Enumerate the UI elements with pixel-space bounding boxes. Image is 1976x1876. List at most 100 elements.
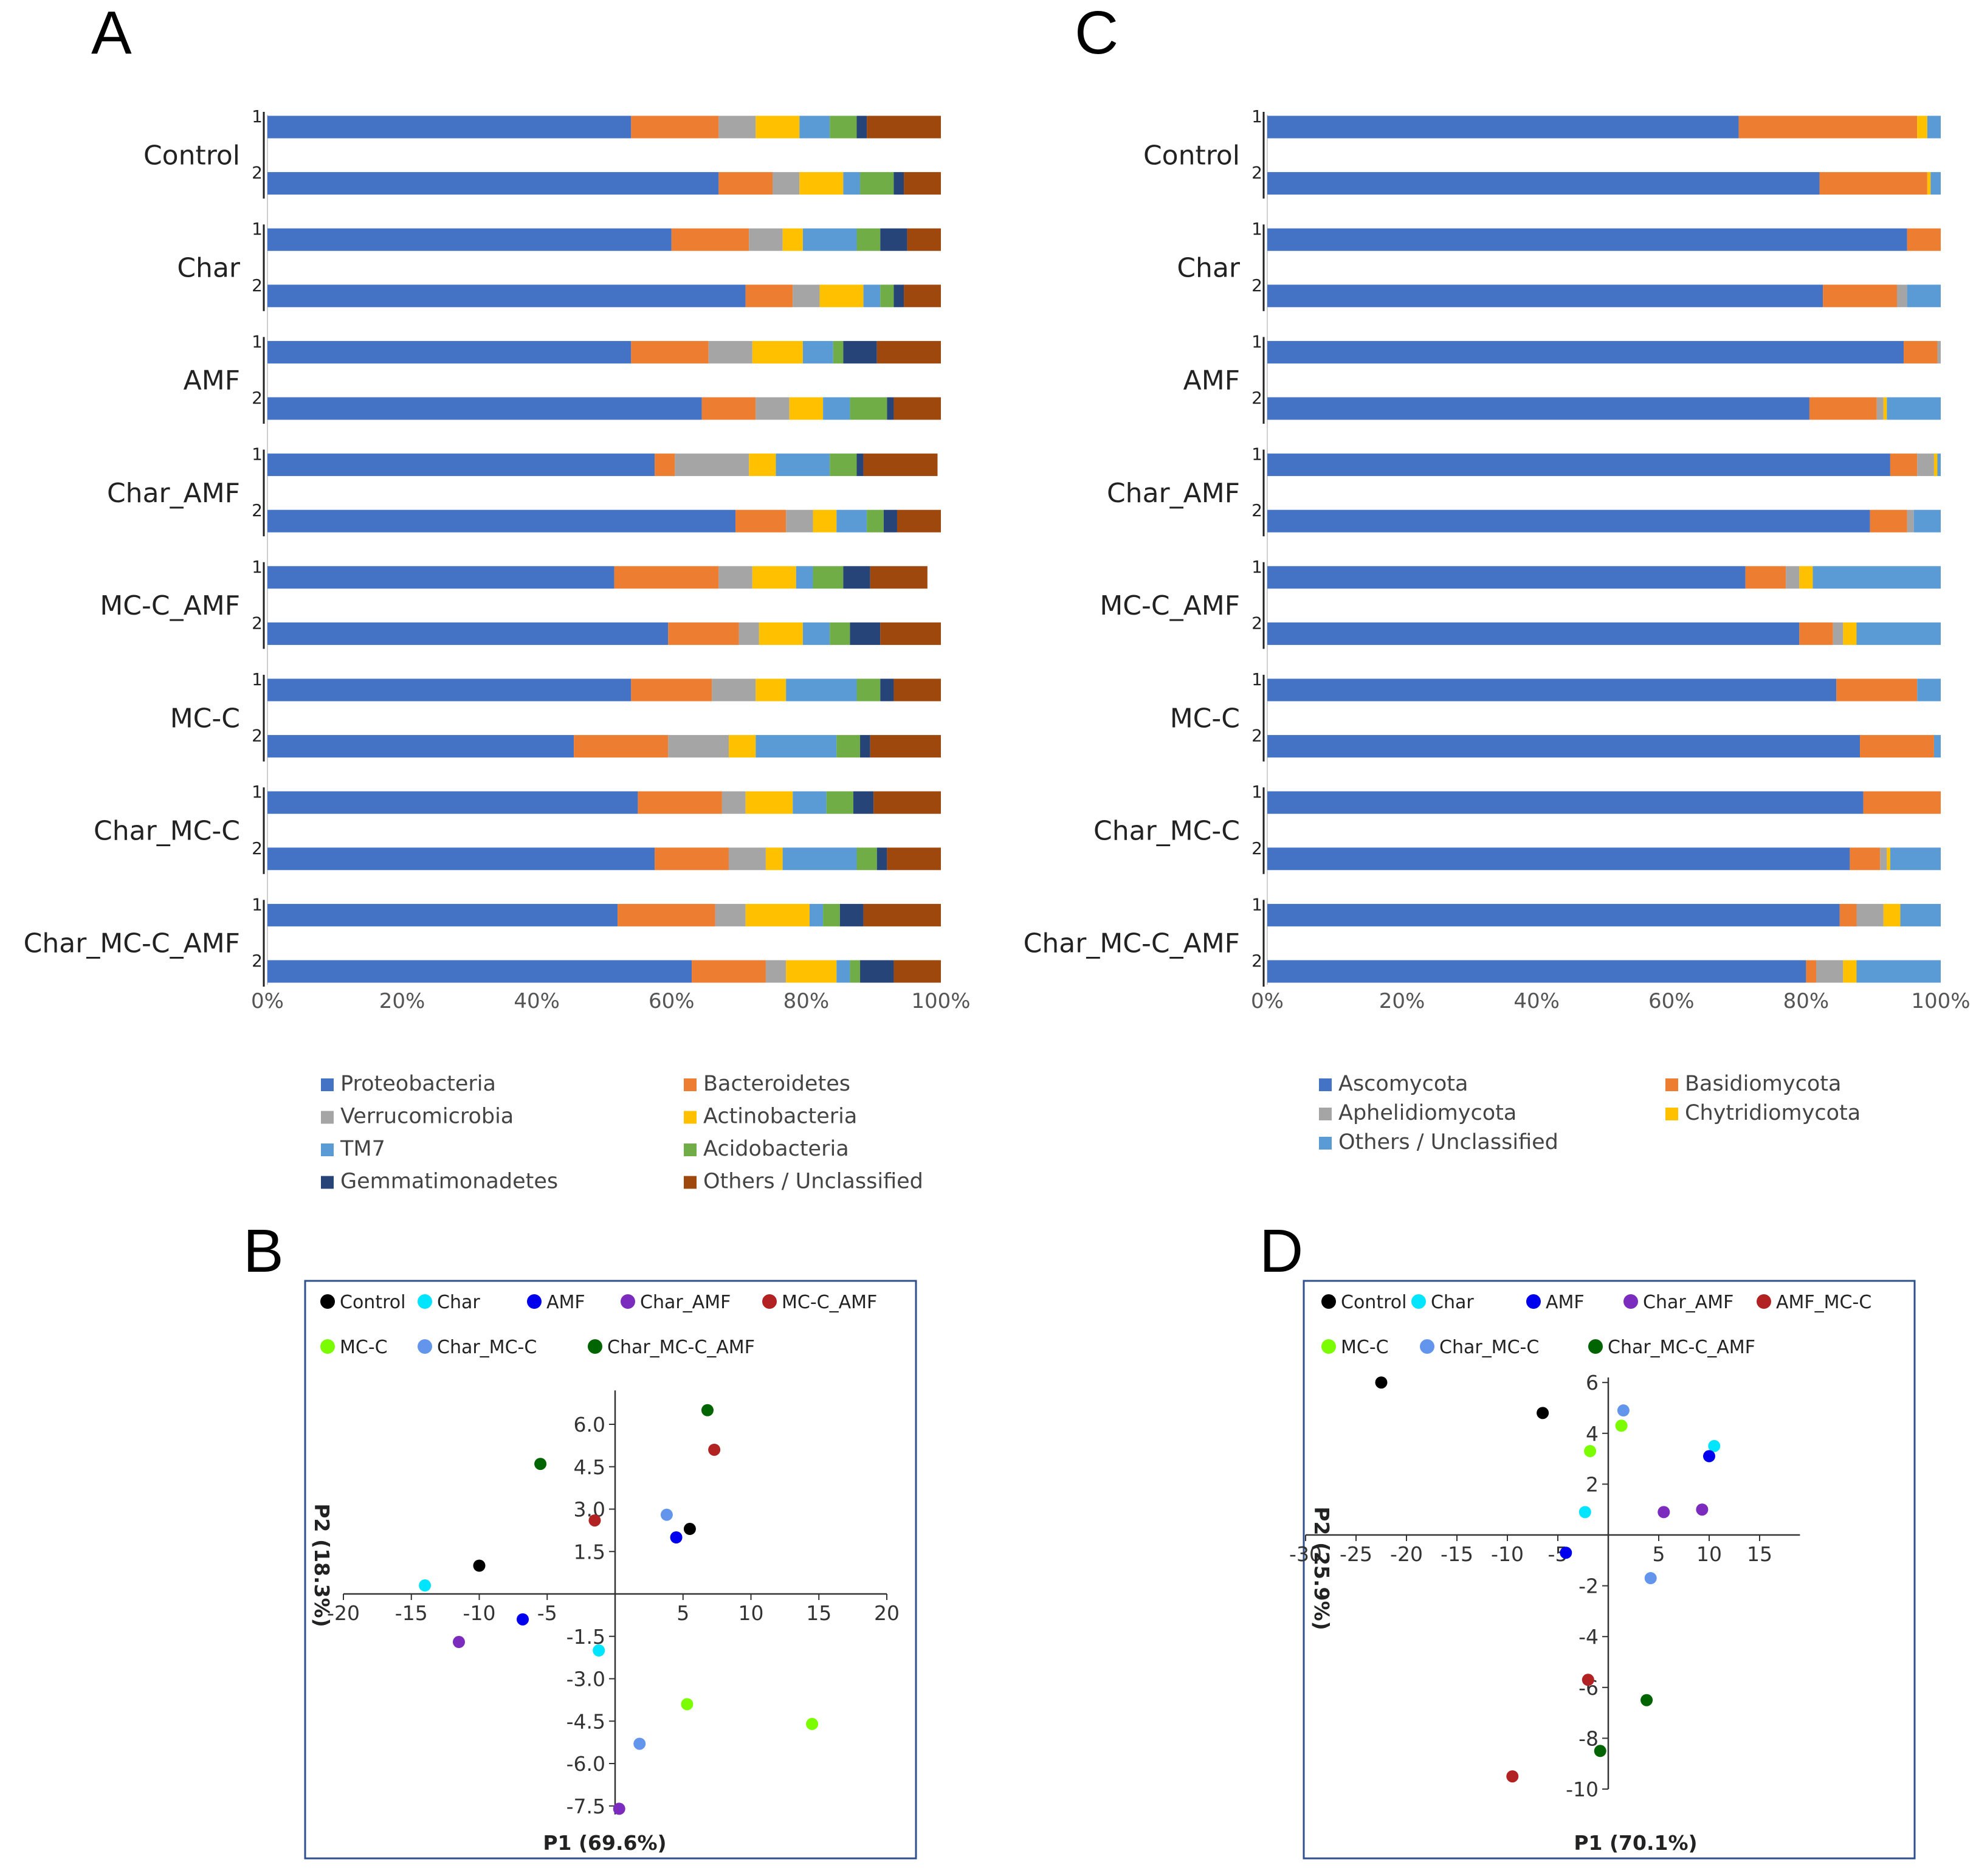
panel-c-replicate-label-char-2: 2 <box>1251 275 1262 295</box>
panel-c-bar-char-mc-c-rep1-ascomycota <box>1267 791 1864 814</box>
panel-c-bar-mc-c-amf-rep1-ascomycota <box>1267 566 1746 589</box>
panel-a-legend-label-actinobacteria: Actinobacteria <box>703 1105 857 1129</box>
panel-a-bar-char-mc-c-amf-rep2-others-unclassified <box>893 960 941 983</box>
panel-a-bar-amf-rep2-actinobacteria <box>789 397 824 420</box>
panel-a-bar-control-rep1-verrucomicrobia <box>718 116 756 139</box>
panel-a-legend-label-bacteroidetes: Bacteroidetes <box>703 1072 850 1096</box>
panel-a-bar-control-rep1-actinobacteria <box>756 116 800 139</box>
panel-b-legend-label-amf: AMF <box>546 1292 585 1313</box>
panel-c-bar-mc-c-rep1-others-unclassified <box>1917 678 1941 702</box>
panel-c-bar-control-rep1-basidiomycota <box>1738 116 1918 139</box>
panel-c-bar-char-rep2-aphelidiomycota <box>1896 285 1907 308</box>
panel-b-legend-label-char-amf: Char_AMF <box>640 1292 731 1313</box>
panel-a-bar-control-rep2-bacteroidetes <box>718 172 773 195</box>
panel-d-legend-marker-control <box>1321 1294 1336 1309</box>
panel-c-bar-char-rep2-ascomycota <box>1267 285 1823 308</box>
panel-c-bar-char-amf-rep2-basidiomycota <box>1870 509 1907 533</box>
panel-b-point-char-mc-c <box>660 1508 673 1521</box>
panel-d-x-tick-label: 5 <box>1653 1542 1665 1566</box>
panel-d-y-tick-label: 2 <box>1586 1472 1599 1496</box>
panel-a-bar-char-amf-rep1-bacteroidetes <box>655 453 675 477</box>
panel-a-replicate-label-control-1: 1 <box>252 106 263 126</box>
panel-c-group-label-mc-c-amf: MC-C_AMF <box>1100 590 1240 621</box>
panel-a-bar-char-mc-c-rep2-actinobacteria <box>765 847 783 871</box>
panel-c-bar-amf-rep2-aphelidiomycota <box>1876 397 1884 420</box>
panel-c-replicate-label-mc-c-amf-2: 2 <box>1251 613 1262 633</box>
panel-c-replicate-label-char-mc-c-2: 2 <box>1251 838 1262 858</box>
panel-b-point-char-mc-c-amf <box>534 1458 547 1471</box>
panel-c-bar-char-mc-c-rep2-aphelidiomycota <box>1880 847 1887 871</box>
panel-a-bar-char-amf-rep2-verrucomicrobia <box>786 509 813 533</box>
panel-c-replicate-label-control-2: 2 <box>1251 163 1262 183</box>
panel-b-point-char-amf <box>613 1802 625 1815</box>
panel-b-x-tick-label: 15 <box>806 1601 831 1625</box>
panel-a-bar-mc-c-rep1-bacteroidetes <box>631 678 712 702</box>
panel-c-group-label-amf: AMF <box>1183 365 1240 396</box>
panel-b-y-tick-label: 3.0 <box>574 1498 605 1522</box>
panel-d-legend-label-control: Control <box>1341 1292 1406 1313</box>
panel-a-bar-mc-c-rep2-others-unclassified <box>870 735 941 758</box>
panel-a-bar-char-mc-c-rep2-gemmatimonadetes <box>876 847 887 871</box>
panel-c-bar-char-rep2-others-unclassified <box>1907 285 1941 308</box>
panel-a-bar-char-rep1-tm7 <box>802 228 857 251</box>
panel-b-y-tick-label: 6.0 <box>574 1413 605 1436</box>
panel-a-bar-char-amf-rep2-proteobacteria <box>267 509 736 533</box>
panel-d-x-tick-label: -25 <box>1340 1542 1372 1566</box>
panel-d-legend-label-char-mc-c: Char_MC-C <box>1439 1337 1539 1358</box>
panel-d-x-tick-label: 10 <box>1696 1542 1722 1566</box>
panel-d-pca-plot: Control Char AMF Char_AMF AMF_MC-C MC-C Char_M… <box>1289 1280 1916 1860</box>
panel-a-bar-char-mc-c-rep2-proteobacteria <box>267 847 655 871</box>
panel-d-y-tick-label: -10 <box>1566 1778 1599 1801</box>
panel-c-legend-label-ascomycota: Ascomycota <box>1338 1072 1468 1096</box>
panel-d-x-tick-label: -10 <box>1491 1542 1524 1566</box>
panel-d-legend-marker-amf-mc-c <box>1757 1294 1771 1309</box>
panel-c-legend-swatch-aphelidiomycota <box>1319 1108 1332 1120</box>
panel-a-bar-char-mc-c-amf-rep2-bacteroidetes <box>692 960 766 983</box>
panel-b-y-tick-label: -6.0 <box>566 1752 605 1776</box>
panel-a-bar-char-mc-c-amf-rep2-proteobacteria <box>267 960 692 983</box>
panel-a-bar-char-amf-rep2-bacteroidetes <box>735 509 787 533</box>
panel-a-bar-mc-c-rep1-gemmatimonadetes <box>880 678 894 702</box>
panel-d-point-amf-mc-c <box>1582 1674 1594 1686</box>
panel-a-legend-swatch-gemmatimonadetes <box>321 1176 334 1189</box>
panel-a-bar-amf-rep2-proteobacteria <box>267 397 702 420</box>
panel-a-bar-mc-c-rep2-acidobacteria <box>836 735 861 758</box>
panel-a-replicate-label-char-amf-2: 2 <box>252 500 263 520</box>
panel-d-y-tick-label: 4 <box>1586 1422 1599 1446</box>
panel-b-point-char <box>419 1579 432 1592</box>
panel-a-bar-mc-c-amf-rep1-others-unclassified <box>870 566 928 589</box>
panel-a-replicate-label-mc-c-amf-1: 1 <box>252 557 263 577</box>
panel-a-bar-char-mc-c-amf-rep1-actinobacteria <box>745 903 810 926</box>
panel-a-bar-char-rep2-verrucomicrobia <box>793 285 820 308</box>
panel-d-legend-marker-mc-c <box>1321 1339 1336 1354</box>
panel-c-bar-mc-c-rep2-others-unclassified <box>1933 735 1941 758</box>
panel-c-bar-mc-c-amf-rep2-ascomycota <box>1267 622 1800 645</box>
panel-b-point-mc-c <box>681 1698 694 1711</box>
panel-a-bar-control-rep1-bacteroidetes <box>631 116 719 139</box>
panel-d-x-tick-label: 15 <box>1747 1542 1772 1566</box>
panel-a-bar-mc-c-amf-rep1-acidobacteria <box>813 566 844 589</box>
panel-d-point-amf-mc-c <box>1506 1770 1519 1783</box>
panel-a-bar-char-mc-c-amf-rep1-verrucomicrobia <box>715 903 746 926</box>
panel-d-point-amf <box>1703 1450 1715 1463</box>
panel-c-bar-char-mc-c-amf-rep2-others-unclassified <box>1856 960 1941 983</box>
panel-c-legend-label-chytridiomycota: Chytridiomycota <box>1685 1101 1861 1125</box>
panel-d-legend-label-char-mc-c-amf: Char_MC-C_AMF <box>1608 1337 1755 1358</box>
panel-c-bar-mc-c-amf-rep1-others-unclassified <box>1812 566 1941 589</box>
panel-a-bar-amf-rep1-acidobacteria <box>833 340 844 364</box>
panel-c-bar-char-mc-c-amf-rep1-ascomycota <box>1267 903 1840 926</box>
panel-a-bar-char-rep2-gemmatimonadetes <box>893 285 904 308</box>
panel-b-point-mc-c-amf <box>588 1514 601 1527</box>
panel-a-bar-char-mc-c-rep2-others-unclassified <box>887 847 941 871</box>
panel-a-bar-control-rep2-actinobacteria <box>799 172 844 195</box>
panel-a-bar-amf-rep2-acidobacteria <box>850 397 887 420</box>
panel-c-bar-mc-c-rep1-ascomycota <box>1267 678 1837 702</box>
panel-c-bar-char-mc-c-rep2-others-unclassified <box>1890 847 1941 871</box>
panel-b-legend-marker-control <box>320 1294 335 1309</box>
panel-a-x-tick-label: 20% <box>379 989 425 1013</box>
panel-a-bar-char-mc-c-amf-rep2-acidobacteria <box>850 960 861 983</box>
panel-a-legend-label-gemmatimonadetes: Gemmatimonadetes <box>340 1170 558 1194</box>
panel-b-legend-label-control: Control <box>340 1292 405 1313</box>
panel-d-legend-label-mc-c: MC-C <box>1341 1337 1389 1358</box>
panel-c-bar-mc-c-amf-rep2-chytridiomycota <box>1843 622 1857 645</box>
